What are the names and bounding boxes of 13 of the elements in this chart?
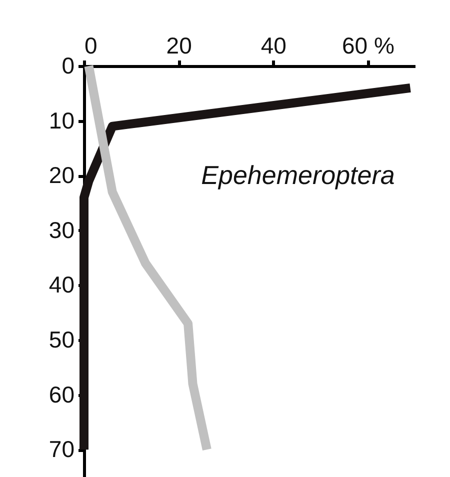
y-tick-label: 0	[62, 52, 74, 78]
y-tick-label: 70	[48, 436, 74, 462]
x-tick-label: 40	[260, 32, 286, 58]
y-tick-label: 40	[48, 272, 74, 298]
y-tick-label: 50	[48, 326, 74, 352]
annotation: Epehemeroptera	[201, 160, 395, 190]
x-tick-label: 60 %	[342, 32, 394, 58]
y-tick-label: 60	[48, 381, 74, 408]
y-tick-label: 20	[48, 162, 74, 188]
y-tick-label: 10	[48, 107, 74, 134]
x-tick-label: 20	[166, 32, 192, 58]
x-tick-label: 0	[84, 32, 98, 58]
y-tick-label: 30	[48, 216, 74, 243]
